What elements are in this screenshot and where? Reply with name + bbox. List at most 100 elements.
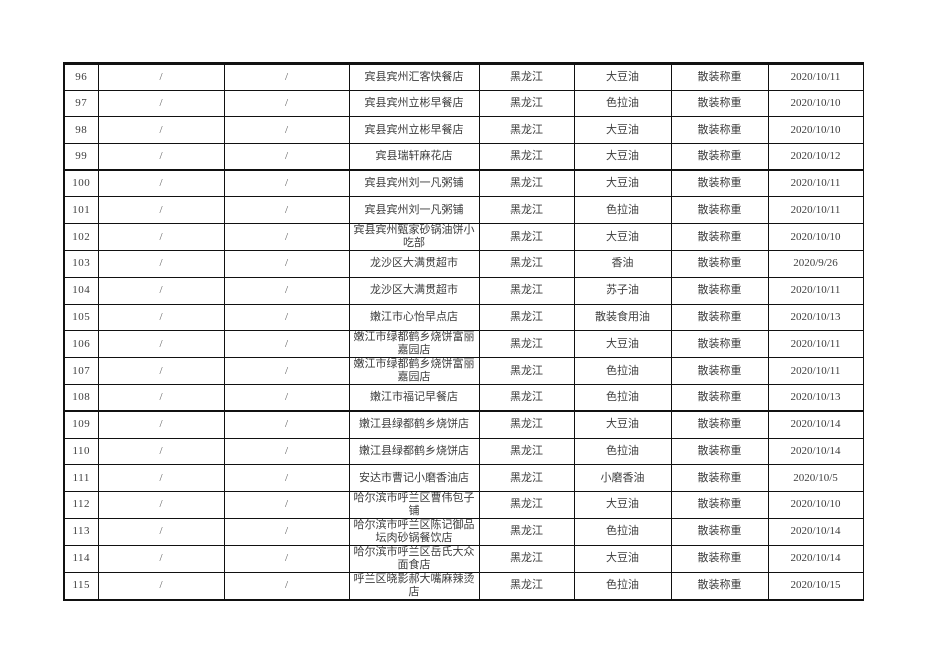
cell-oil-type: 大豆油 [573, 169, 672, 198]
cell-sale-method: 散装称重 [670, 464, 769, 492]
table-row: 98 / / 宾县宾州立彬早餐店 黑龙江 大豆油 散装称重 2020/10/10 [63, 116, 864, 145]
cell-date: 2020/10/10 [767, 490, 864, 519]
cell-province: 黑龙江 [478, 116, 575, 145]
table-row: 97 / / 宾县宾州立彬早餐店 黑龙江 色拉油 散装称重 2020/10/10 [63, 89, 864, 118]
cell-store-name: 龙沙区大满贯超市 [348, 276, 480, 305]
cell-field-blank-1: / [97, 571, 225, 601]
cell-province: 黑龙江 [478, 357, 575, 386]
cell-store-name: 哈尔滨市呼兰区曹伟包子铺 [348, 490, 480, 519]
table-row: 108 / / 嫩江市福记早餐店 黑龙江 色拉油 散装称重 2020/10/13 [63, 384, 864, 413]
cell-sale-method: 散装称重 [670, 89, 769, 118]
cell-field-blank-1: / [97, 330, 225, 359]
cell-date: 2020/10/11 [767, 357, 864, 386]
cell-sale-method: 散装称重 [670, 169, 769, 198]
cell-field-blank-1: / [97, 116, 225, 145]
cell-sale-method: 散装称重 [670, 276, 769, 305]
cell-sale-method: 散装称重 [670, 490, 769, 519]
cell-province: 黑龙江 [478, 464, 575, 492]
cell-field-blank-2: / [223, 223, 350, 252]
cell-sequence-number: 106 [63, 330, 99, 359]
cell-sequence-number: 115 [63, 571, 99, 601]
cell-field-blank-1: / [97, 544, 225, 573]
cell-sale-method: 散装称重 [670, 223, 769, 252]
cell-store-name: 宾县宾州刘一凡粥铺 [348, 169, 480, 198]
cell-date: 2020/10/11 [767, 276, 864, 305]
cell-store-name: 哈尔滨市呼兰区陈记御品坛肉砂锅餐饮店 [348, 517, 480, 546]
cell-sale-method: 散装称重 [670, 196, 769, 225]
cell-field-blank-2: / [223, 490, 350, 519]
cell-field-blank-1: / [97, 357, 225, 386]
cell-store-name: 嫩江市绿都鹤乡烧饼富丽嘉园店 [348, 357, 480, 386]
cell-oil-type: 香油 [573, 250, 672, 278]
cell-store-name: 嫩江市绿都鹤乡烧饼富丽嘉园店 [348, 330, 480, 359]
table-row: 101 / / 宾县宾州刘一凡粥铺 黑龙江 色拉油 散装称重 2020/10/1… [63, 196, 864, 225]
cell-sequence-number: 113 [63, 517, 99, 546]
cell-sequence-number: 114 [63, 544, 99, 573]
table-row: 99 / / 宾县瑞轩麻花店 黑龙江 大豆油 散装称重 2020/10/12 [63, 143, 864, 172]
cell-sale-method: 散装称重 [670, 303, 769, 332]
cell-sale-method: 散装称重 [670, 517, 769, 546]
cell-field-blank-2: / [223, 250, 350, 278]
cell-sequence-number: 108 [63, 384, 99, 413]
cell-field-blank-1: / [97, 250, 225, 278]
cell-field-blank-2: / [223, 143, 350, 172]
cell-date: 2020/10/10 [767, 89, 864, 118]
cell-date: 2020/10/11 [767, 196, 864, 225]
cell-store-name: 嫩江县绿都鹤乡烧饼店 [348, 410, 480, 439]
cell-store-name: 宾县宾州汇客快餐店 [348, 63, 480, 91]
cell-field-blank-1: / [97, 63, 225, 91]
cell-field-blank-1: / [97, 143, 225, 172]
cell-field-blank-2: / [223, 169, 350, 198]
cell-field-blank-1: / [97, 169, 225, 198]
cell-field-blank-2: / [223, 357, 350, 386]
cell-store-name: 宾县宾州立彬早餐店 [348, 89, 480, 118]
table-row: 100 / / 宾县宾州刘一凡粥铺 黑龙江 大豆油 散装称重 2020/10/1… [63, 169, 864, 198]
cell-sequence-number: 97 [63, 89, 99, 118]
cell-date: 2020/10/11 [767, 169, 864, 198]
table-row: 115 / / 呼兰区晓影郝大嘴麻辣烫店 黑龙江 色拉油 散装称重 2020/1… [63, 571, 864, 601]
cell-field-blank-2: / [223, 517, 350, 546]
cell-date: 2020/10/11 [767, 63, 864, 91]
cell-field-blank-1: / [97, 517, 225, 546]
cell-oil-type: 色拉油 [573, 357, 672, 386]
cell-date: 2020/9/26 [767, 250, 864, 278]
table-row: 103 / / 龙沙区大满贯超市 黑龙江 香油 散装称重 2020/9/26 [63, 250, 864, 278]
table-row: 110 / / 嫩江县绿都鹤乡烧饼店 黑龙江 色拉油 散装称重 2020/10/… [63, 437, 864, 466]
cell-province: 黑龙江 [478, 330, 575, 359]
cell-field-blank-2: / [223, 571, 350, 601]
cell-field-blank-2: / [223, 544, 350, 573]
cell-oil-type: 小磨香油 [573, 464, 672, 492]
cell-oil-type: 大豆油 [573, 490, 672, 519]
cell-oil-type: 苏子油 [573, 276, 672, 305]
cell-sequence-number: 99 [63, 143, 99, 172]
cell-date: 2020/10/10 [767, 116, 864, 145]
cell-field-blank-2: / [223, 410, 350, 439]
table-row: 102 / / 宾县宾州甄家砂锅油饼小吃部 黑龙江 大豆油 散装称重 2020/… [63, 223, 864, 252]
cell-oil-type: 大豆油 [573, 330, 672, 359]
cell-sale-method: 散装称重 [670, 437, 769, 466]
cell-province: 黑龙江 [478, 571, 575, 601]
cell-province: 黑龙江 [478, 517, 575, 546]
cell-field-blank-1: / [97, 276, 225, 305]
cell-oil-type: 大豆油 [573, 63, 672, 91]
cell-field-blank-2: / [223, 116, 350, 145]
table-row: 96 / / 宾县宾州汇客快餐店 黑龙江 大豆油 散装称重 2020/10/11 [63, 63, 864, 91]
cell-province: 黑龙江 [478, 63, 575, 91]
cell-sale-method: 散装称重 [670, 63, 769, 91]
cell-province: 黑龙江 [478, 490, 575, 519]
cell-oil-type: 色拉油 [573, 384, 672, 413]
cell-date: 2020/10/11 [767, 330, 864, 359]
cell-sequence-number: 96 [63, 63, 99, 91]
cell-field-blank-1: / [97, 384, 225, 413]
cell-province: 黑龙江 [478, 223, 575, 252]
table-row: 114 / / 哈尔滨市呼兰区岳氏大众面食店 黑龙江 大豆油 散装称重 2020… [63, 544, 864, 573]
table-row: 113 / / 哈尔滨市呼兰区陈记御品坛肉砂锅餐饮店 黑龙江 色拉油 散装称重 … [63, 517, 864, 546]
cell-field-blank-2: / [223, 196, 350, 225]
cell-store-name: 安达市曹记小磨香油店 [348, 464, 480, 492]
cell-sequence-number: 102 [63, 223, 99, 252]
cell-province: 黑龙江 [478, 89, 575, 118]
inspection-record-table: 96 / / 宾县宾州汇客快餐店 黑龙江 大豆油 散装称重 2020/10/11… [63, 62, 864, 601]
table-row: 112 / / 哈尔滨市呼兰区曹伟包子铺 黑龙江 大豆油 散装称重 2020/1… [63, 490, 864, 519]
cell-date: 2020/10/12 [767, 143, 864, 172]
cell-sale-method: 散装称重 [670, 544, 769, 573]
